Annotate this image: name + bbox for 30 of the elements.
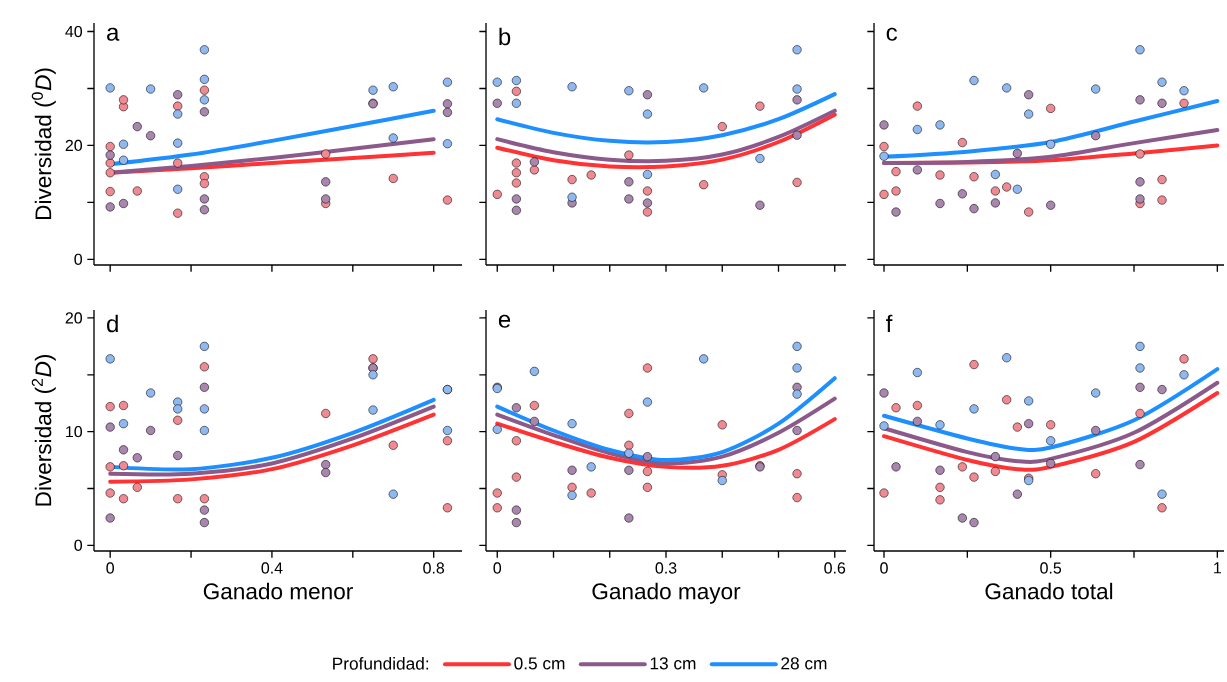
x-tick-label: 0 — [493, 562, 502, 574]
chart-title: e — [498, 314, 511, 328]
y-tick-label: 20 — [65, 139, 83, 152]
chart-title: b — [499, 27, 511, 46]
y-axis-title: Diversidad ($^{0}$D) — [31, 68, 56, 220]
chart-title: f — [886, 314, 893, 332]
legend-title: Profundidad: — [333, 657, 429, 670]
legend-label: 13 cm — [650, 657, 696, 670]
x-axis-title: Ganado mayor — [592, 582, 741, 604]
chart-title: c — [886, 27, 898, 41]
legend-label: 0.5 cm — [514, 657, 565, 670]
x-tick-label: 0.4 — [261, 562, 283, 574]
x-tick-label: 0.3 — [655, 562, 677, 574]
x-axis-title: Ganado total — [985, 582, 1113, 600]
y-axis-title: Diversidad ($^{2}$D) — [31, 355, 56, 506]
y-tick-label: 40 — [65, 25, 83, 38]
x-axis-title: Ganado menor — [203, 582, 353, 600]
x-tick-label: 0 — [880, 562, 888, 574]
x-tick-label: 0 — [106, 562, 114, 574]
x-tick-label: 0.5 — [1040, 562, 1062, 574]
y-tick-label: 0 — [74, 253, 83, 265]
x-tick-label: 1 — [1214, 562, 1221, 574]
chart-title: d — [107, 314, 118, 333]
y-tick-label: 0 — [74, 539, 83, 551]
y-tick-label: 10 — [66, 426, 83, 438]
x-tick-label: 0.6 — [824, 562, 846, 574]
y-tick-label: 20 — [65, 312, 83, 324]
legend-label: 28 cm — [781, 657, 827, 670]
x-tick-label: 0.8 — [423, 562, 445, 574]
chart-title: a — [107, 27, 120, 41]
